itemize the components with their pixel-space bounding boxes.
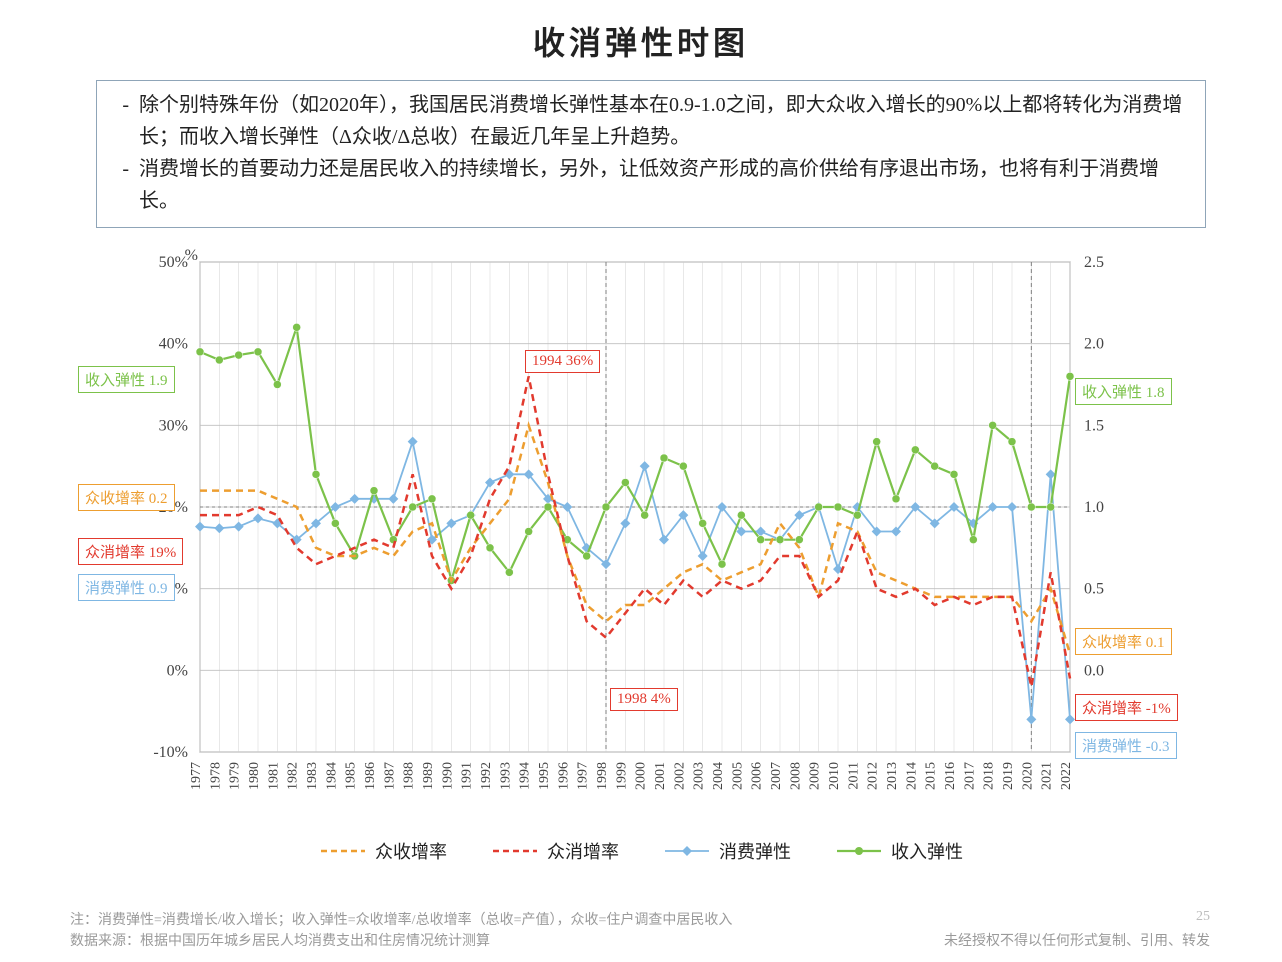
- legend-item: 众消增率: [491, 838, 619, 864]
- svg-text:2002: 2002: [672, 762, 687, 790]
- svg-text:40%: 40%: [159, 336, 188, 353]
- chart-svg: -10%0%10%20%30%40%50%%-0.50.00.51.01.52.…: [70, 248, 1215, 828]
- svg-text:1996: 1996: [556, 762, 571, 790]
- svg-text:2008: 2008: [788, 762, 803, 790]
- svg-text:2010: 2010: [827, 762, 842, 790]
- footer-note-1: 注：消费弹性=消费增长/收入增长；收入弹性=众收增率/总收增率（总收=产值），众…: [70, 910, 732, 931]
- callout: 1998 4%: [610, 688, 678, 711]
- svg-text:2005: 2005: [730, 762, 745, 790]
- legend-item: 收入弹性: [835, 838, 963, 864]
- footer-page-no: 25: [944, 906, 1210, 927]
- svg-text:2017: 2017: [962, 762, 977, 790]
- legend-label: 众消增率: [547, 838, 619, 864]
- svg-text:1984: 1984: [324, 762, 339, 790]
- svg-text:1997: 1997: [576, 762, 591, 790]
- svg-text:1989: 1989: [421, 762, 436, 790]
- svg-text:2009: 2009: [808, 762, 823, 790]
- page-root: 收消弹性时图 除个别特殊年份（如2020年），我国居民消费增长弹性基本在0.9-…: [0, 0, 1282, 962]
- svg-text:2004: 2004: [711, 762, 726, 790]
- svg-text:1977: 1977: [189, 762, 204, 790]
- svg-text:1982: 1982: [286, 762, 301, 790]
- svg-text:1992: 1992: [479, 762, 494, 790]
- svg-text:1980: 1980: [247, 762, 262, 790]
- callout: 消费弹性 0.9: [78, 574, 175, 601]
- svg-text:2000: 2000: [634, 762, 649, 790]
- svg-text:1986: 1986: [363, 762, 378, 790]
- callout: 众消增率 -1%: [1075, 694, 1178, 721]
- svg-text:1.5: 1.5: [1084, 417, 1104, 434]
- callout: 众收增率 0.1: [1075, 628, 1172, 655]
- svg-text:2011: 2011: [846, 762, 861, 789]
- svg-text:1.0: 1.0: [1084, 499, 1104, 516]
- svg-text:2001: 2001: [653, 762, 668, 790]
- svg-text:2019: 2019: [1001, 762, 1016, 790]
- svg-text:2.0: 2.0: [1084, 336, 1104, 353]
- svg-text:2015: 2015: [924, 762, 939, 790]
- legend-item: 消费弹性: [663, 838, 791, 864]
- svg-text:1994: 1994: [518, 762, 533, 790]
- svg-text:2018: 2018: [982, 762, 997, 790]
- svg-text:50%: 50%: [159, 254, 188, 271]
- callout: 1994 36%: [525, 350, 600, 373]
- svg-text:1993: 1993: [498, 762, 513, 790]
- svg-text:1991: 1991: [460, 762, 475, 790]
- chart-area: -10%0%10%20%30%40%50%%-0.50.00.51.01.52.…: [70, 248, 1215, 828]
- svg-text:-10%: -10%: [153, 744, 188, 761]
- footer: 注：消费弹性=消费增长/收入增长；收入弹性=众收增率/总收增率（总收=产值），众…: [70, 906, 1210, 952]
- svg-text:1978: 1978: [208, 762, 223, 790]
- svg-text:1981: 1981: [266, 762, 281, 790]
- footer-copyright: 未经授权不得以任何形式复制、引用、转发: [944, 931, 1210, 952]
- desc-bullet-2: 消费增长的首要动力还是居民收入的持续增长，另外，让低效资产形成的高价供给有序退出…: [139, 153, 1191, 217]
- svg-text:2016: 2016: [943, 762, 958, 790]
- footer-note-2: 数据来源：根据中国历年城乡居民人均消费支出和住房情况统计测算: [70, 931, 732, 952]
- svg-text:2003: 2003: [692, 762, 707, 790]
- svg-text:0.0: 0.0: [1084, 662, 1104, 679]
- svg-text:1995: 1995: [537, 762, 552, 790]
- svg-text:1988: 1988: [402, 762, 417, 790]
- callout: 收入弹性 1.8: [1075, 378, 1172, 405]
- svg-text:2020: 2020: [1020, 762, 1035, 790]
- callout: 收入弹性 1.9: [78, 366, 175, 393]
- svg-text:2.5: 2.5: [1084, 254, 1104, 271]
- svg-text:2021: 2021: [1040, 762, 1055, 790]
- svg-text:2007: 2007: [769, 762, 784, 790]
- svg-text:1998: 1998: [595, 762, 610, 790]
- callout: 消费弹性 -0.3: [1075, 732, 1177, 759]
- svg-text:30%: 30%: [159, 417, 188, 434]
- svg-text:1987: 1987: [382, 762, 397, 790]
- legend: 众收增率 众消增率 消费弹性 收入弹性: [0, 838, 1282, 866]
- svg-text:1990: 1990: [440, 762, 455, 790]
- svg-text:2013: 2013: [885, 762, 900, 790]
- legend-label: 消费弹性: [719, 838, 791, 864]
- legend-label: 收入弹性: [891, 838, 963, 864]
- description-box: 除个别特殊年份（如2020年），我国居民消费增长弹性基本在0.9-1.0之间，即…: [96, 80, 1206, 228]
- svg-text:1985: 1985: [344, 762, 359, 790]
- svg-text:1983: 1983: [305, 762, 320, 790]
- page-title: 收消弹性时图: [0, 18, 1282, 64]
- legend-item: 众收增率: [319, 838, 447, 864]
- svg-text:1999: 1999: [614, 762, 629, 790]
- svg-text:2012: 2012: [866, 762, 881, 790]
- svg-text:2022: 2022: [1059, 762, 1074, 790]
- svg-text:2014: 2014: [904, 762, 919, 790]
- desc-bullet-1: 除个别特殊年份（如2020年），我国居民消费增长弹性基本在0.9-1.0之间，即…: [139, 89, 1191, 153]
- svg-text:2006: 2006: [750, 762, 765, 790]
- svg-text:0.5: 0.5: [1084, 581, 1104, 598]
- callout: 众消增率 19%: [78, 538, 183, 565]
- legend-label: 众收增率: [375, 838, 447, 864]
- svg-text:%: %: [185, 248, 198, 264]
- callout: 众收增率 0.2: [78, 484, 175, 511]
- svg-text:0%: 0%: [167, 662, 188, 679]
- svg-text:1979: 1979: [228, 762, 243, 790]
